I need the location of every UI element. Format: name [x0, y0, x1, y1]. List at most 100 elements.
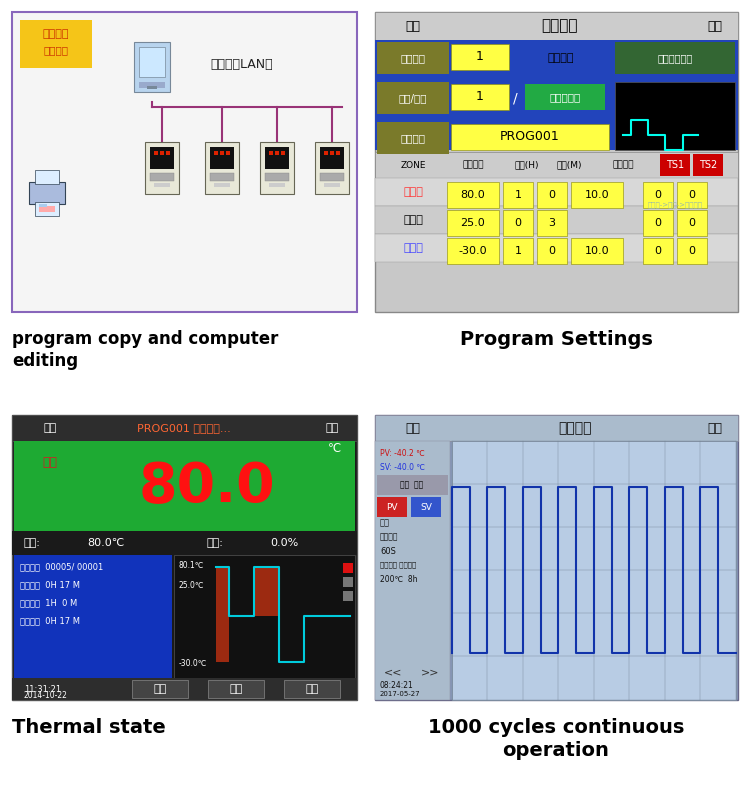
Bar: [132, 680, 188, 698]
Text: 段运时间  0H 17 M: 段运时间 0H 17 M: [20, 580, 80, 590]
Bar: [254, 567, 279, 616]
Text: program copy and computer
editing: program copy and computer editing: [12, 330, 278, 370]
Bar: [377, 82, 449, 114]
Text: 目录: 目录: [43, 423, 57, 433]
Text: 切换: 切换: [708, 19, 723, 32]
Text: 网络连接: 网络连接: [43, 29, 70, 39]
Bar: [377, 497, 407, 517]
Bar: [677, 182, 707, 208]
Bar: [693, 154, 723, 176]
Text: 25.0℃: 25.0℃: [179, 580, 204, 590]
Bar: [14, 555, 172, 678]
Text: 低温室: 低温室: [403, 243, 423, 253]
Text: PROG001: PROG001: [500, 131, 560, 144]
Bar: [35, 202, 59, 216]
Text: 08:24:21: 08:24:21: [380, 681, 414, 691]
Bar: [451, 84, 509, 110]
Text: 停止: 停止: [305, 684, 319, 694]
Bar: [643, 238, 673, 264]
Bar: [375, 441, 450, 700]
Bar: [39, 204, 47, 207]
Text: >>: >>: [420, 667, 439, 677]
Bar: [537, 182, 567, 208]
Text: 出力:: 出力:: [207, 538, 224, 548]
Text: 80.0℃: 80.0℃: [87, 538, 124, 548]
Bar: [320, 147, 344, 169]
Bar: [12, 678, 357, 700]
Bar: [615, 42, 735, 74]
Bar: [160, 151, 164, 155]
Text: 保持: 保持: [153, 684, 167, 694]
Text: 常温后停止: 常温后停止: [549, 92, 580, 102]
Bar: [375, 152, 738, 178]
Text: PV: -40.2 ℃: PV: -40.2 ℃: [380, 448, 425, 457]
Text: 10.0: 10.0: [585, 246, 610, 256]
Text: Program Settings: Program Settings: [459, 330, 652, 349]
Text: PROG001 热冲状态...: PROG001 热冲状态...: [137, 423, 231, 433]
Text: ZONE: ZONE: [400, 161, 426, 170]
Text: 2017-05-27: 2017-05-27: [380, 691, 420, 697]
Bar: [503, 182, 533, 208]
Bar: [260, 142, 294, 194]
Text: 0: 0: [654, 190, 661, 200]
Text: 1: 1: [515, 246, 521, 256]
Text: 3: 3: [548, 218, 556, 228]
Bar: [29, 182, 65, 204]
Text: -30.0℃: -30.0℃: [179, 659, 207, 668]
Bar: [452, 441, 736, 700]
Text: 周期/终了: 周期/终了: [399, 93, 427, 103]
Bar: [677, 238, 707, 264]
Text: ℃: ℃: [328, 443, 342, 456]
Text: 1: 1: [515, 190, 521, 200]
Bar: [343, 563, 353, 573]
Text: 11:31:21: 11:31:21: [24, 684, 61, 693]
Bar: [324, 151, 328, 155]
Text: 时间(H): 时间(H): [515, 161, 539, 170]
Bar: [324, 183, 340, 187]
Text: 程式名称: 程式名称: [400, 133, 426, 143]
Bar: [330, 151, 334, 155]
Text: 设定温度: 设定温度: [462, 161, 484, 170]
Text: 0: 0: [688, 218, 696, 228]
Bar: [12, 415, 357, 700]
Bar: [447, 238, 499, 264]
Text: 先高温->低温->常温模式: 先高温->低温->常温模式: [648, 202, 702, 208]
Text: 时间(M): 时间(M): [557, 161, 582, 170]
Bar: [447, 210, 499, 236]
Text: 1000 cycles continuous
operation: 1000 cycles continuous operation: [428, 718, 684, 760]
Text: 程式设定: 程式设定: [542, 19, 578, 33]
Bar: [269, 151, 273, 155]
Text: SV: SV: [420, 503, 432, 511]
Bar: [525, 84, 605, 110]
Bar: [447, 182, 499, 208]
Bar: [503, 238, 533, 264]
Text: 运行时间  0H 17 M: 运行时间 0H 17 M: [20, 617, 80, 625]
Text: 设定:: 设定:: [24, 538, 41, 548]
Bar: [20, 20, 92, 68]
Bar: [12, 415, 357, 441]
Text: 目录: 目录: [405, 422, 420, 435]
Text: 切换: 切换: [325, 423, 339, 433]
Text: 200℃  8h: 200℃ 8h: [380, 574, 417, 583]
Bar: [451, 124, 609, 150]
Bar: [208, 680, 264, 698]
Text: 目录: 目录: [405, 19, 420, 32]
Bar: [375, 12, 738, 40]
Text: 曲线显示: 曲线显示: [558, 421, 592, 435]
Bar: [12, 531, 357, 555]
Bar: [375, 12, 738, 312]
Bar: [284, 680, 340, 698]
Text: 0: 0: [688, 190, 696, 200]
Text: 1: 1: [476, 50, 484, 64]
Bar: [375, 40, 738, 150]
Bar: [220, 151, 224, 155]
Bar: [210, 173, 234, 181]
Text: TS1: TS1: [666, 160, 684, 170]
Bar: [571, 238, 623, 264]
Text: 0: 0: [654, 218, 661, 228]
Bar: [375, 234, 738, 262]
Bar: [336, 151, 340, 155]
Text: 数据: 数据: [380, 519, 390, 528]
Bar: [35, 170, 59, 184]
Text: 常温室: 常温室: [403, 215, 423, 225]
